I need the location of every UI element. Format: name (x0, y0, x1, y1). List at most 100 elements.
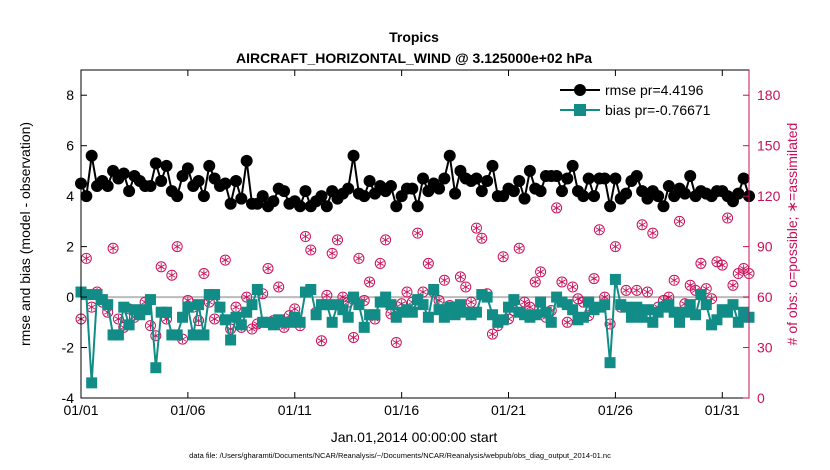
rmse-point (155, 175, 168, 188)
obs-possible-point (674, 215, 686, 227)
bias-point (422, 311, 434, 323)
obs-assimilated-point (558, 277, 566, 286)
obs-possible-point (716, 259, 728, 271)
bias-point (690, 309, 702, 321)
obs-assimilated-point (595, 225, 604, 234)
asterisk-stroke (611, 244, 620, 250)
rmse-point (299, 185, 312, 198)
rmse-point (438, 172, 451, 185)
rmse-point (171, 190, 184, 203)
bias-point (321, 299, 333, 311)
y2-tick-label: 0 (757, 390, 765, 406)
rmse-point (486, 159, 499, 172)
bias-point (722, 306, 734, 318)
bias-point (454, 299, 466, 311)
obs-assimilated-point (323, 291, 331, 300)
rmse-point (475, 185, 488, 198)
obs-assimilated-point (365, 277, 374, 286)
bias-point (219, 314, 231, 326)
bias-point (449, 309, 461, 321)
bias-point (177, 311, 189, 323)
obs-assimilated-point (328, 249, 336, 258)
obs-possible-point (470, 222, 482, 234)
obs-assimilated-point (670, 276, 678, 285)
y-axis: -4 -2 0 2 4 6 8 (62, 87, 87, 406)
rmse-point (347, 149, 360, 162)
obs-possible-point (476, 232, 488, 244)
bias-point (112, 329, 124, 341)
asterisk-stroke (403, 289, 411, 295)
rmse-point (384, 180, 397, 193)
y2-axis-label: # of obs: o=possible; ∗=assimilated (784, 123, 800, 346)
obs-assimilated-point (643, 288, 652, 297)
asterisk-stroke (638, 222, 646, 228)
obs-assimilated-point (392, 338, 400, 347)
rmse-point (240, 154, 253, 167)
asterisk-stroke (536, 269, 545, 275)
obs-assimilated-point (200, 269, 208, 278)
asterisk-stroke (381, 237, 390, 243)
obs-assimilated-point (499, 252, 507, 261)
y-tick-label: 6 (66, 138, 74, 154)
rmse-point (85, 149, 98, 162)
bias-point (209, 289, 221, 301)
y-tick-label: 2 (66, 239, 74, 255)
obs-possible-point (412, 227, 424, 239)
asterisk-stroke (633, 287, 641, 293)
obs-possible-point (631, 284, 643, 296)
obs-assimilated-point (403, 288, 411, 297)
rmse-point (117, 167, 130, 180)
obs-assimilated-point (515, 244, 523, 253)
asterisk-stroke (440, 277, 449, 283)
rmse-point (390, 200, 403, 213)
bias-point (193, 299, 205, 311)
obs-possible-point (364, 276, 376, 288)
obs-possible-point (647, 227, 659, 239)
asterisk-stroke (301, 234, 310, 239)
obs-possible-point (588, 273, 600, 285)
obs-possible-point (390, 336, 402, 348)
obs-assimilated-point (611, 242, 620, 251)
bias-point (444, 301, 456, 313)
y-tick-label: 0 (66, 289, 74, 305)
rmse-point (470, 172, 483, 185)
asterisk-stroke (376, 261, 384, 266)
obs-possible-point (609, 241, 621, 253)
obs-possible-point (620, 284, 632, 296)
x-tick-label: 01/16 (384, 402, 419, 418)
asterisk-stroke (210, 316, 219, 322)
x-tick-label: 01/11 (278, 402, 312, 418)
obs-possible-point (593, 224, 605, 236)
rmse-point (481, 175, 494, 188)
x-tick-label: 01/06 (170, 402, 205, 418)
rmse-point (609, 172, 622, 185)
asterisk-stroke (670, 277, 678, 283)
obs-assimilated-point (638, 220, 646, 229)
obs-possible-point (262, 262, 274, 274)
obs-possible-point (332, 234, 344, 246)
rmse-point (149, 157, 162, 170)
rmse-point (604, 200, 617, 213)
asterisk-stroke (702, 286, 710, 292)
obs-assimilated-point (563, 318, 571, 327)
obs-possible-point (529, 276, 541, 288)
asterisk-stroke (157, 264, 165, 270)
bias-series (75, 273, 755, 389)
bias-point (294, 316, 306, 328)
bias-point (305, 284, 317, 296)
asterisk-stroke (392, 340, 400, 345)
obs-possible-point (150, 330, 162, 342)
asterisk-stroke (515, 245, 523, 251)
rmse-point (229, 175, 242, 188)
chart-title: Tropics (389, 29, 439, 45)
asterisk-stroke (87, 304, 96, 310)
obs-assimilated-point (157, 262, 165, 271)
bias-point (139, 304, 151, 316)
bias-point (663, 299, 675, 311)
obs-assimilated-point (633, 286, 641, 295)
obs-assimilated-point (488, 330, 497, 339)
asterisk-stroke (734, 271, 743, 276)
obs-possible-point (193, 315, 205, 327)
asterisk-stroke (472, 225, 481, 231)
bias-point (668, 306, 680, 318)
